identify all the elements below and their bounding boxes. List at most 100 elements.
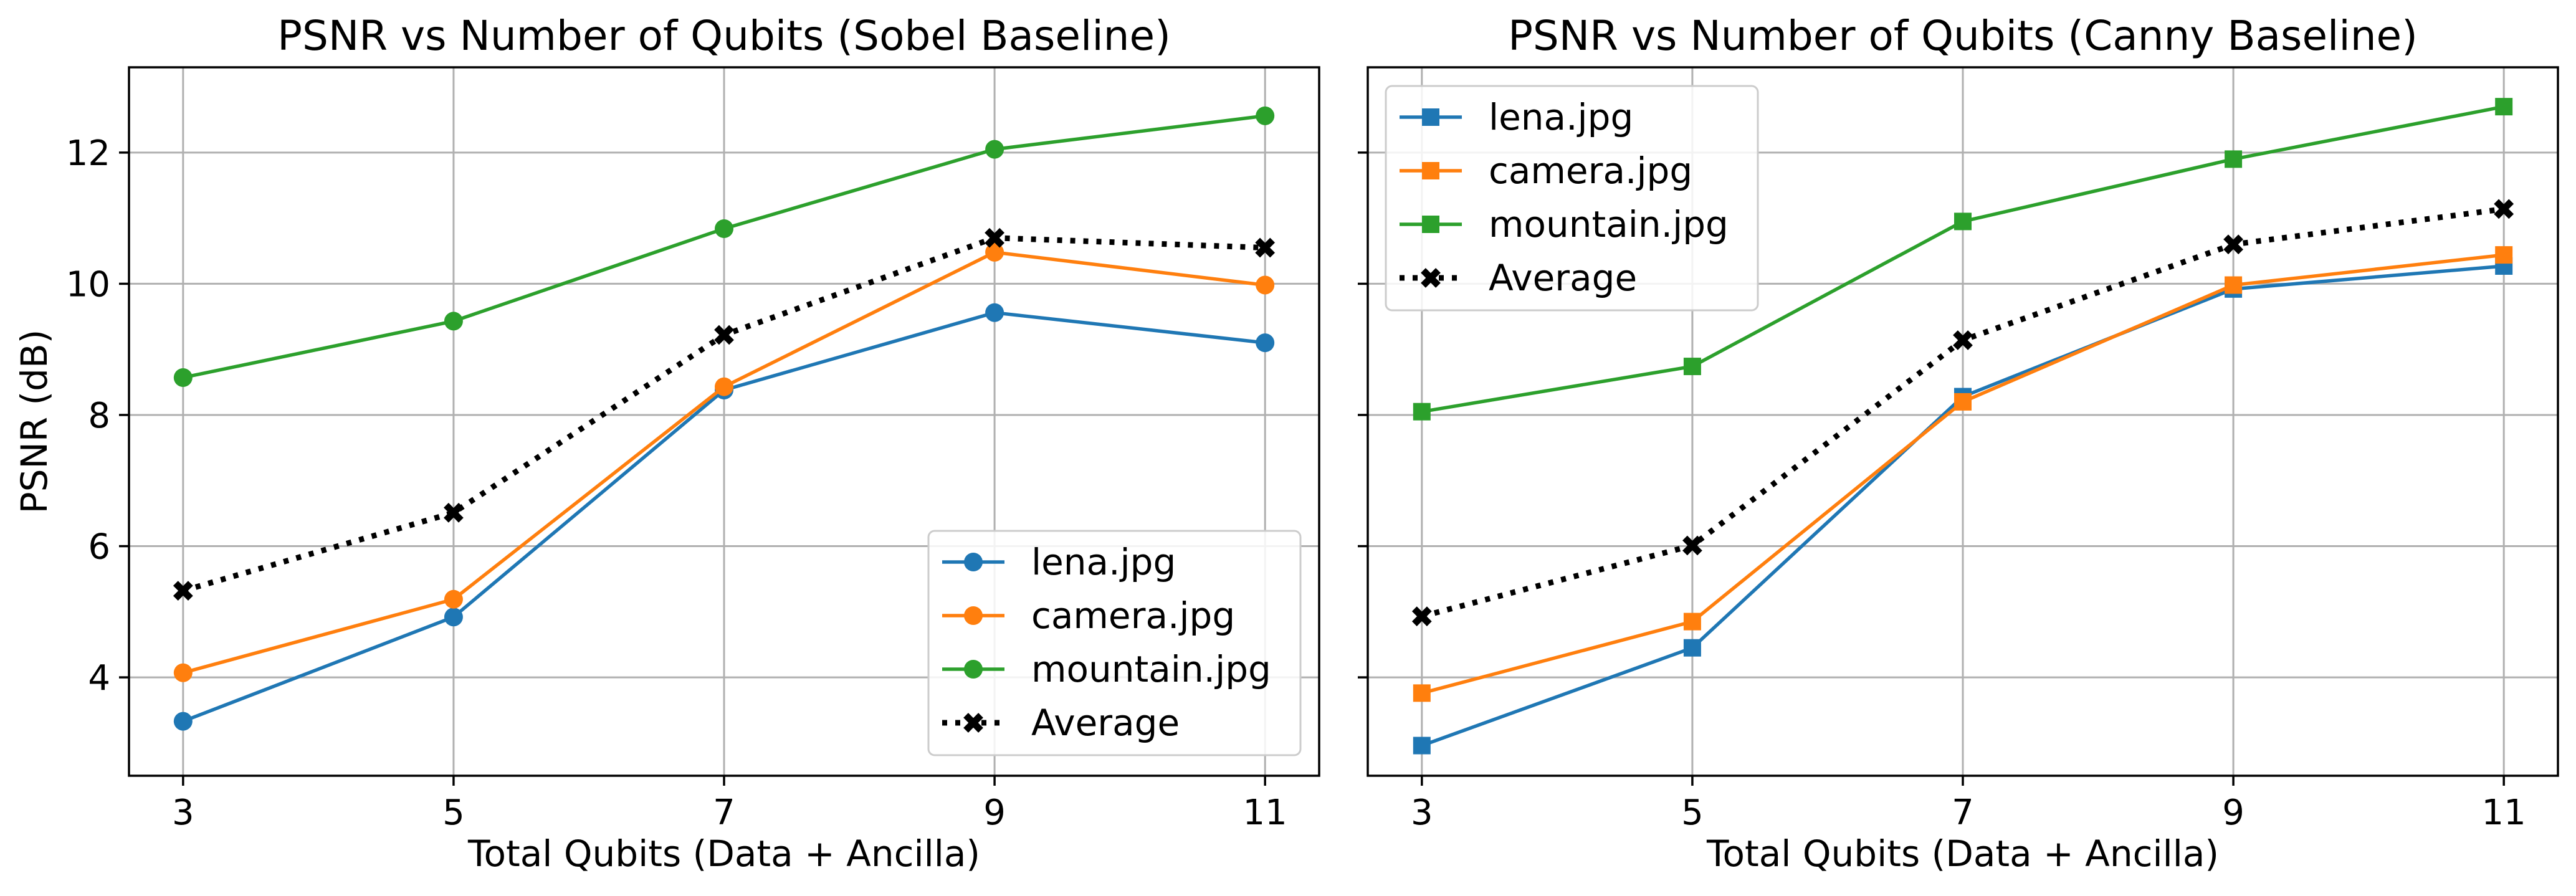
data-point-stroke-b (985, 227, 1004, 248)
data-point (444, 589, 463, 609)
data-point (985, 227, 1004, 248)
data-point (173, 663, 193, 682)
legend-swatch-marker (1422, 162, 1439, 179)
x-tick-label: 11 (1243, 793, 1287, 833)
data-point (2225, 276, 2243, 294)
x-axis-label: Total Qubits (Data + Ancilla) (467, 832, 980, 875)
x-tick-label: 9 (983, 793, 1006, 833)
data-point-stroke-b (444, 502, 464, 523)
series-mountain-jpg (1413, 98, 2513, 421)
legend-swatch-marker (964, 660, 983, 679)
data-point (1954, 212, 1972, 231)
legend-item: camera.jpg (1400, 150, 1692, 192)
data-point-stroke-b (1255, 237, 1276, 258)
x-tick-label: 3 (1411, 793, 1433, 833)
data-point-stroke-b (2223, 234, 2243, 255)
data-point (1953, 330, 1973, 350)
y-tick-label: 6 (88, 527, 110, 568)
data-point (985, 303, 1004, 322)
legend-box (1385, 85, 1759, 312)
data-point (1682, 535, 1702, 556)
chart-title: PSNR vs Number of Qubits (Sobel Baseline… (277, 12, 1171, 60)
data-point (2495, 98, 2513, 116)
data-point (1954, 393, 1972, 411)
data-point (1413, 684, 1431, 702)
data-point (714, 325, 734, 345)
data-point-stroke-b (1682, 535, 1702, 556)
legend-item: lena.jpg (942, 541, 1176, 583)
data-point (444, 312, 463, 331)
legend-item: camera.jpg (942, 594, 1235, 637)
data-point (715, 219, 733, 238)
data-point (1411, 606, 1432, 627)
legend-swatch-marker-stroke-b (1421, 268, 1441, 288)
data-point (2495, 246, 2513, 264)
x-tick-label: 5 (1681, 793, 1704, 833)
data-point (173, 581, 193, 601)
data-point (985, 242, 1004, 262)
series-average (173, 227, 1276, 601)
legend: lena.jpg camera.jpg mountain.jpg Average (927, 530, 1302, 756)
x-tick-label: 9 (2222, 793, 2244, 833)
data-point (444, 608, 463, 627)
legend-item: Average (1400, 257, 1637, 299)
chart-panel-2: 3 5 7 9 11 PSNR vs Number of Qubits (Canny Ba… (1358, 12, 2559, 875)
chart-panel-1: 3 5 7 9 11 4 6 8 10 12 PSNR vs Number of Qubits (S… (13, 12, 1320, 875)
legend-item: Average (942, 702, 1180, 744)
data-point-stroke-b (173, 581, 193, 601)
legend-label: camera.jpg (1489, 150, 1692, 192)
data-point (2223, 234, 2243, 255)
data-point-stroke-b (1411, 606, 1432, 627)
data-point (1413, 736, 1431, 755)
data-point (1683, 358, 1701, 376)
legend-item: lena.jpg (1400, 96, 1633, 138)
legend: lena.jpg camera.jpg mountain.jpg Average (1385, 85, 1759, 312)
legend-label: mountain.jpg (1031, 648, 1271, 690)
legend-label: lena.jpg (1031, 541, 1176, 583)
x-tick-label: 11 (2482, 793, 2526, 833)
legend-swatch-marker (1422, 216, 1439, 233)
data-point-stroke-b (1953, 330, 1973, 350)
legend-label: lena.jpg (1489, 96, 1633, 138)
data-point (173, 712, 193, 731)
y-tick-label: 8 (88, 396, 110, 436)
data-point (1256, 333, 1275, 353)
data-point (1413, 403, 1431, 421)
data-point (444, 502, 464, 523)
chart-title: PSNR vs Number of Qubits (Canny Baseline… (1508, 12, 2418, 60)
legend-item: mountain.jpg (942, 648, 1271, 690)
series-mountain-jpg (173, 106, 1275, 387)
y-tick-label: 12 (66, 133, 110, 174)
series-camera-jpg (1413, 246, 2513, 702)
data-point (1256, 106, 1275, 125)
data-point-stroke-b (714, 325, 734, 345)
legend-swatch-marker (963, 713, 983, 733)
legend-swatch-marker (1422, 108, 1439, 126)
data-point-stroke-b (2494, 199, 2514, 219)
x-tick-label: 5 (442, 793, 465, 833)
data-point (1256, 275, 1275, 295)
data-point (715, 377, 733, 396)
data-point (2494, 199, 2514, 219)
data-point (173, 368, 193, 387)
data-point (985, 140, 1004, 159)
y-axis-label: PSNR (dB) (13, 330, 55, 514)
y-tick-label: 10 (66, 264, 110, 305)
legend-item: mountain.jpg (1400, 203, 1729, 245)
legend-label: camera.jpg (1031, 594, 1235, 637)
legend-swatch-marker (1421, 268, 1441, 288)
legend-swatch-marker (964, 606, 983, 625)
data-point (1255, 237, 1276, 258)
legend-label: Average (1031, 702, 1180, 744)
legend-swatch-marker-stroke-b (963, 713, 983, 733)
data-point (1683, 639, 1701, 657)
data-point (2225, 150, 2243, 168)
legend-label: mountain.jpg (1489, 203, 1729, 245)
legend-swatch-marker (964, 553, 983, 571)
x-tick-label: 7 (1952, 793, 1974, 833)
legend-box (927, 530, 1302, 756)
y-tick-label: 4 (88, 658, 110, 698)
series-camera-jpg (173, 242, 1275, 682)
series-average (1411, 199, 2514, 627)
